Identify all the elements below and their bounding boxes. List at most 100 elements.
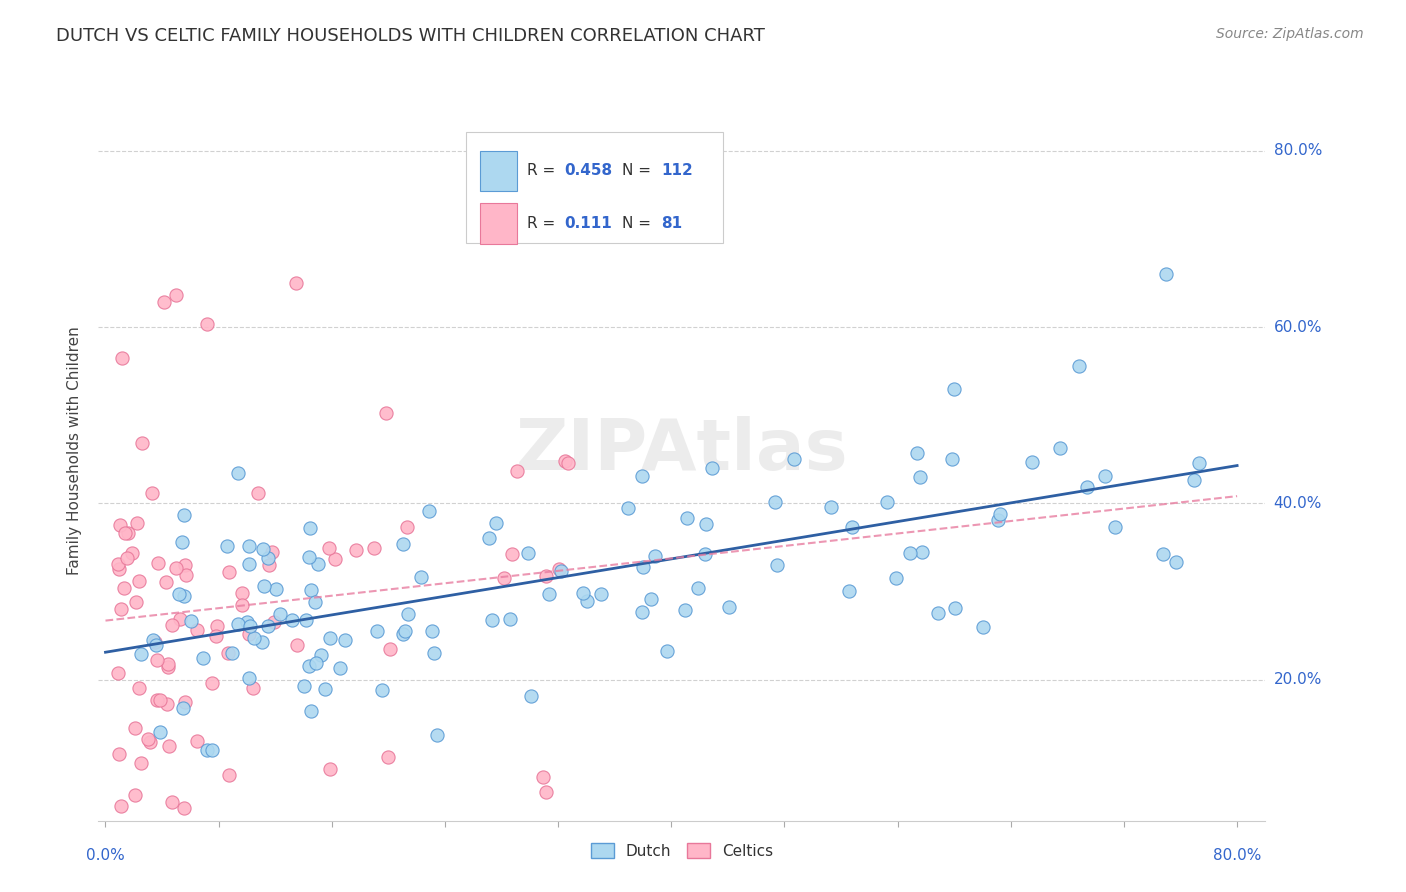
Point [423,646,446,660]
Point [125,595,148,609]
Point [107,747,129,761]
Point [395,520,418,534]
Point [292,679,315,693]
Point [378,641,401,656]
Text: R =: R = [527,163,560,178]
Point [783,451,806,466]
Point [218,768,240,782]
Point [305,657,328,671]
Point [640,592,662,607]
Bar [479,202,517,244]
Point [988,507,1011,521]
Point [201,743,224,757]
Point [363,541,385,555]
Bar [479,151,517,191]
Point [246,486,269,500]
Point [927,606,949,620]
Point [481,613,503,627]
Point [478,531,501,545]
Point [149,692,172,706]
Point [838,583,860,598]
Point [145,653,167,667]
Point [517,546,540,560]
Point [344,542,367,557]
Point [165,561,187,575]
Point [107,666,129,681]
Point [149,724,172,739]
Point [820,500,842,514]
Text: 81: 81 [661,216,682,231]
Point [173,590,195,604]
Point [377,750,399,764]
Point [1152,547,1174,561]
Point [207,619,229,633]
Point [157,657,180,671]
Point [943,382,966,396]
Point [269,607,291,621]
Point [1067,359,1090,373]
Point [554,454,576,468]
Legend: Dutch, Celtics: Dutch, Celtics [585,837,779,865]
Point [693,547,716,561]
Text: 0.458: 0.458 [564,163,612,178]
Point [129,647,152,661]
Point [557,456,579,470]
Text: 60.0%: 60.0% [1274,319,1322,334]
Text: 112: 112 [661,163,693,178]
Point [156,698,179,712]
Point [418,503,440,517]
Point [285,276,308,290]
Point [1049,441,1071,455]
Point [492,571,515,585]
Point [644,549,666,563]
Point [173,558,195,572]
Point [534,568,557,582]
Point [253,579,276,593]
Point [420,624,443,639]
Point [631,559,654,574]
Point [128,681,150,695]
Point [537,587,560,601]
Point [173,508,195,522]
Point [236,615,259,629]
Point [193,651,215,665]
Point [1021,454,1043,468]
Point [396,607,419,621]
Point [257,558,280,572]
Point [129,756,152,770]
Point [173,801,195,815]
Point [200,676,222,690]
Point [366,624,388,638]
Point [295,614,318,628]
Point [426,728,449,742]
Bar [465,132,723,244]
Point [108,562,131,576]
Point [765,558,787,572]
Point [318,763,340,777]
Point [319,631,342,645]
Point [124,788,146,802]
Text: N =: N = [623,163,657,178]
Point [281,613,304,627]
Point [298,520,321,534]
Point [329,661,352,675]
Point [239,619,262,633]
Point [250,635,273,649]
Point [112,581,135,595]
Point [391,537,413,551]
Point [226,466,249,480]
Point [673,603,696,617]
Point [576,594,599,608]
Point [1166,555,1188,569]
Point [307,558,329,572]
Point [311,648,333,662]
Point [304,595,326,609]
Point [323,551,346,566]
Point [148,556,170,570]
Point [547,562,569,576]
Text: 80.0%: 80.0% [1213,848,1261,863]
Point [221,646,243,660]
Point [238,539,260,553]
Text: N =: N = [623,216,657,231]
Point [263,615,285,630]
